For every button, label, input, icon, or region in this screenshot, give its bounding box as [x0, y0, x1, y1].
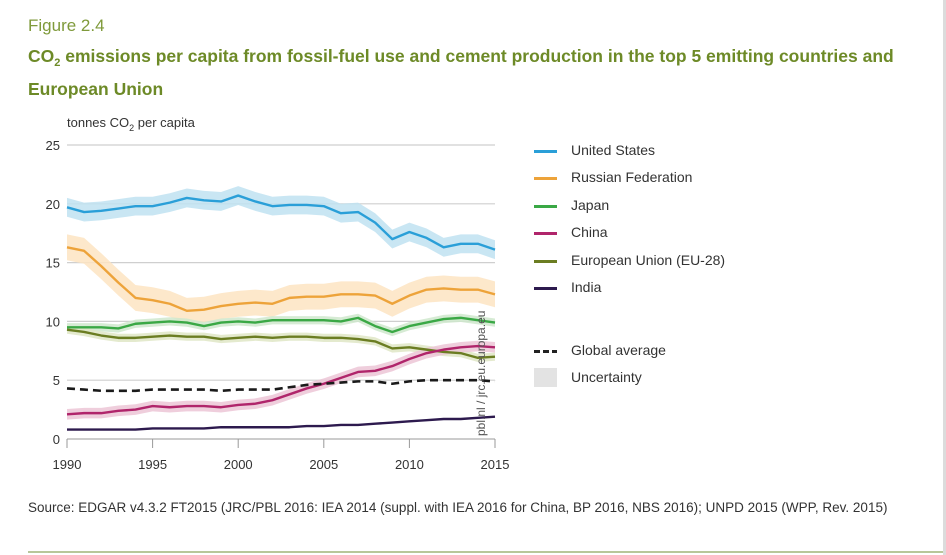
ylabel-post: per capita	[134, 115, 195, 130]
legend-item-global-average: Global average	[534, 341, 794, 361]
legend-item-china: China	[534, 223, 794, 243]
x-tick-label: 1990	[53, 457, 82, 472]
legend-swatch-india	[534, 287, 557, 290]
x-tick-label: 2010	[395, 457, 424, 472]
legend-label: Uncertainty	[571, 369, 642, 385]
legend-item-japan: Japan	[534, 196, 794, 216]
series-line-global-average	[66, 378, 496, 393]
legend-label: India	[571, 279, 602, 295]
y-tick-label: 20	[46, 197, 60, 212]
figure-label: Figure 2.4	[28, 16, 105, 35]
ylabel-pre: tonnes CO	[67, 115, 130, 130]
series-line-china	[66, 344, 496, 416]
y-tick-label: 0	[53, 432, 60, 447]
x-tick-label: 1995	[138, 457, 167, 472]
y-tick-label: 10	[46, 314, 60, 329]
chart-title: CO2 emissions per capita from fossil-fue…	[28, 43, 908, 102]
bottom-divider	[28, 551, 946, 553]
axes: 0 5 10 15 20 25 1990 1995 2000 2005 2010 2015	[46, 138, 510, 472]
uncertainty-bands	[67, 186, 495, 431]
legend-item-uncertainty: Uncertainty	[534, 368, 794, 388]
legend-label: China	[571, 224, 608, 240]
title-co: CO	[28, 46, 55, 66]
legend-swatch-russian-federation	[534, 177, 557, 180]
legend-label: European Union (EU-28)	[571, 252, 726, 268]
x-tick-label: 2005	[309, 457, 338, 472]
legend-item-russian-federation: Russian Federation	[534, 168, 794, 188]
series-lines	[66, 194, 496, 431]
ylabel-subscript: 2	[129, 123, 135, 133]
y-axis-label: tonnes CO2 per capita	[67, 115, 195, 133]
legend-label: United States	[571, 142, 656, 158]
series-line-india	[67, 415, 496, 431]
legend-label: Russian Federation	[571, 169, 693, 185]
uncertainty-band-united-states	[67, 186, 495, 260]
x-tick-label: 2015	[481, 457, 510, 472]
page-edge	[943, 0, 946, 555]
legend-label: Global average	[571, 342, 666, 358]
y-tick-label: 15	[46, 256, 60, 271]
legend-item-united-states: United States	[534, 141, 794, 161]
y-tick-label: 5	[53, 373, 60, 388]
legend-swatch-japan	[534, 205, 557, 208]
title-rest: emissions per capita from fossil-fuel us…	[28, 46, 894, 99]
legend-item-india: India	[534, 278, 794, 298]
gridlines	[67, 144, 495, 381]
title-subscript: 2	[54, 57, 61, 69]
source-note: Source: EDGAR v4.3.2 FT2015 (JRC/PBL 201…	[28, 500, 888, 515]
series-line-european-union-eu-28-	[66, 328, 496, 360]
legend-dash-swatch	[534, 350, 557, 353]
legend-uncertainty-swatch	[534, 368, 557, 387]
legend-swatch-eu28	[534, 260, 557, 263]
y-tick-label: 25	[46, 138, 60, 153]
legend-swatch-united-states	[534, 150, 557, 153]
legend-label: Japan	[571, 197, 610, 213]
legend-swatch-china	[534, 232, 557, 235]
series-line-united-states	[66, 194, 496, 251]
series-line-russian-federation	[66, 246, 496, 313]
series-line-japan	[67, 316, 496, 334]
watermark: pbl.nl / jrc.eu.europa.eu	[474, 310, 488, 436]
legend-item-eu28: European Union (EU-28)	[534, 251, 794, 271]
x-tick-label: 2000	[224, 457, 253, 472]
